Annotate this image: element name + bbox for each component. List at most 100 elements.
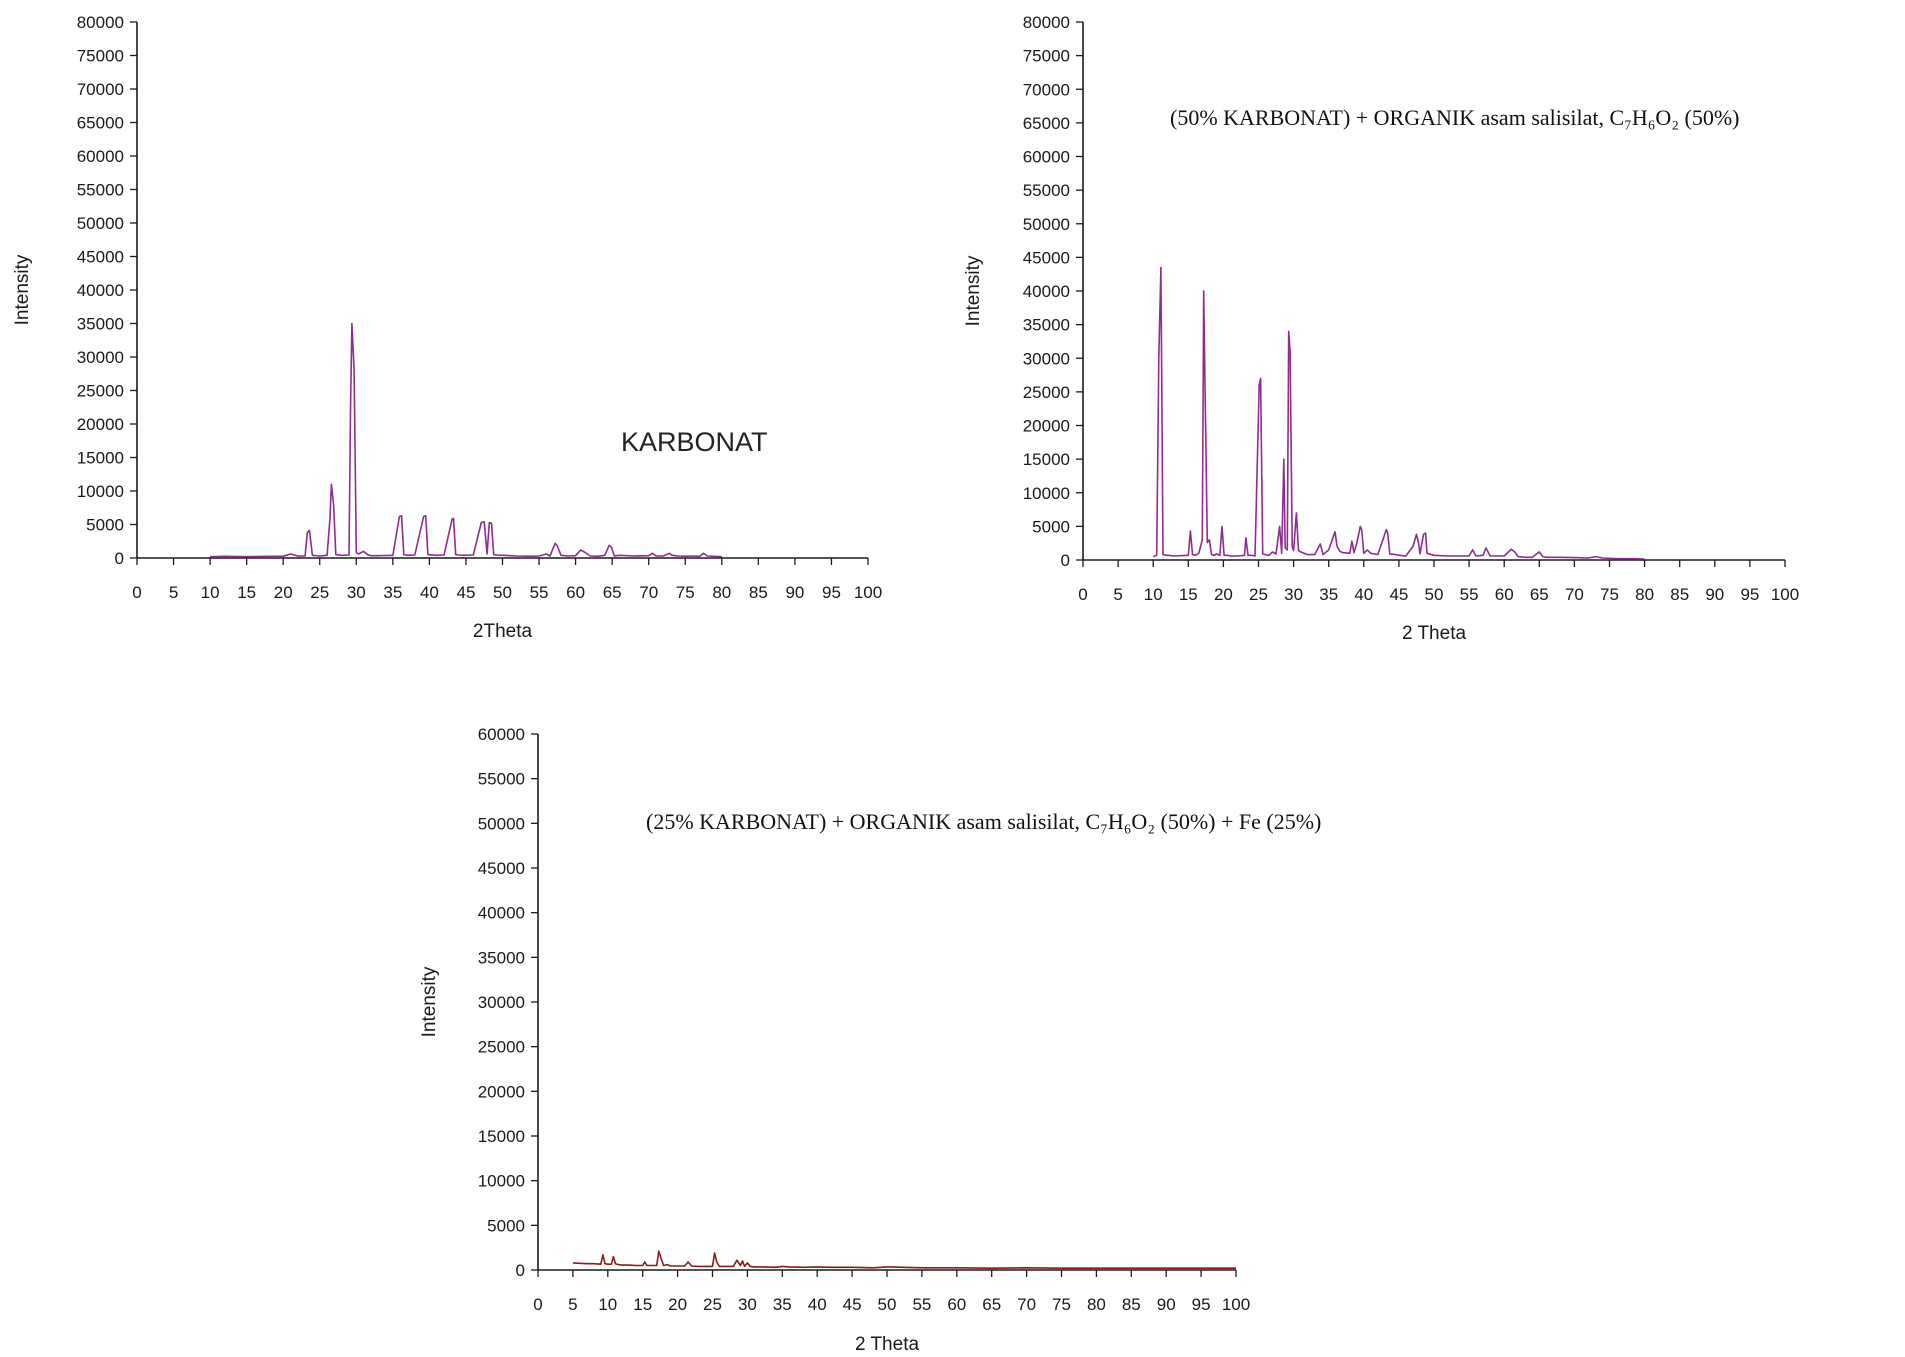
series-line — [1152, 266, 1645, 560]
x-tick-label: 35 — [1319, 585, 1338, 604]
x-tick-label: 70 — [1017, 1295, 1036, 1314]
y-tick-label: 80000 — [1023, 13, 1070, 32]
chart-3: 0 5000 10000 15000 20000 25000 30000 35000 40000… — [419, 725, 1321, 1355]
x-tick-label: 20 — [668, 1295, 687, 1314]
x-tick-label: 30 — [1284, 585, 1303, 604]
y-tick-label: 25000 — [77, 382, 124, 401]
y-tick-label: 0 — [1061, 551, 1070, 570]
x-tick-label: 25 — [310, 583, 329, 602]
y-tick-label: 70000 — [1023, 80, 1070, 99]
x-tick-label: 55 — [530, 583, 549, 602]
y-tick-label: 10000 — [478, 1172, 525, 1191]
y-tick-label: 15000 — [77, 449, 124, 468]
y-tick-label: 55000 — [1023, 181, 1070, 200]
x-tick-label: 15 — [633, 1295, 652, 1314]
x-axis-title: 2 Theta — [855, 1334, 920, 1355]
y-tick-label: 65000 — [77, 114, 124, 133]
y-tick-label: 10000 — [1023, 484, 1070, 503]
x-tick-label: 85 — [1670, 585, 1689, 604]
y-tick-label: 45000 — [478, 859, 525, 878]
x-tick-label: 35 — [773, 1295, 792, 1314]
chart-annotation: KARBONAT — [621, 427, 768, 457]
x-tick-label: 10 — [201, 583, 220, 602]
y-tick-label: 20000 — [77, 415, 124, 434]
x-tick-label: 45 — [456, 583, 475, 602]
x-tick-label: 50 — [1425, 585, 1444, 604]
y-tick-label: 45000 — [1023, 248, 1070, 267]
x-tick-label: 65 — [982, 1295, 1001, 1314]
y-tick-label: 5000 — [487, 1216, 525, 1235]
y-tick-label: 20000 — [1023, 417, 1070, 436]
x-tick-label: 60 — [566, 583, 585, 602]
x-tick-label: 60 — [947, 1295, 966, 1314]
y-tick-label: 35000 — [77, 315, 124, 334]
x-tick-label: 5 — [1113, 585, 1122, 604]
x-tick-label: 0 — [533, 1295, 542, 1314]
x-tick-label: 65 — [603, 583, 622, 602]
x-tick-label: 35 — [383, 583, 402, 602]
y-axis-title: Intensity — [419, 966, 440, 1037]
y-tick-label: 50000 — [1023, 215, 1070, 234]
y-tick-label: 0 — [115, 549, 124, 568]
x-tick-label: 70 — [1565, 585, 1584, 604]
y-tick-label: 5000 — [86, 516, 124, 535]
x-tick-label: 40 — [420, 583, 439, 602]
x-tick-label: 100 — [1222, 1295, 1250, 1314]
x-tick-label: 80 — [1635, 585, 1654, 604]
y-tick-label: 30000 — [77, 348, 124, 367]
y-tick-label: 50000 — [77, 214, 124, 233]
x-tick-label: 45 — [1389, 585, 1408, 604]
y-tick-label: 55000 — [77, 181, 124, 200]
x-tick-label: 20 — [274, 583, 293, 602]
y-tick-label: 50000 — [478, 814, 525, 833]
y-tick-label: 30000 — [1023, 349, 1070, 368]
x-axis-title: 2 Theta — [1402, 623, 1467, 644]
x-tick-label: 40 — [808, 1295, 827, 1314]
y-tick-label: 55000 — [478, 770, 525, 789]
series-line — [210, 322, 722, 558]
x-tick-label: 65 — [1530, 585, 1549, 604]
x-tick-label: 75 — [1052, 1295, 1071, 1314]
x-tick-label: 95 — [822, 583, 841, 602]
x-tick-label: 70 — [639, 583, 658, 602]
chart-2: 0 5000 10000 15000 20000 25000 30000 35000 40000… — [963, 13, 1799, 644]
y-tick-label: 75000 — [77, 47, 124, 66]
y-tick-label: 15000 — [1023, 450, 1070, 469]
x-tick-label: 50 — [878, 1295, 897, 1314]
x-tick-label: 30 — [347, 583, 366, 602]
x-tick-label: 55 — [1460, 585, 1479, 604]
y-tick-label: 25000 — [1023, 383, 1070, 402]
y-tick-label: 35000 — [1023, 316, 1070, 335]
y-tick-label: 35000 — [478, 948, 525, 967]
x-tick-label: 25 — [1249, 585, 1268, 604]
x-tick-label: 10 — [598, 1295, 617, 1314]
y-tick-label: 25000 — [478, 1038, 525, 1057]
x-tick-label: 30 — [738, 1295, 757, 1314]
x-tick-label: 80 — [1087, 1295, 1106, 1314]
x-tick-label: 100 — [1771, 585, 1799, 604]
x-tick-label: 0 — [132, 583, 141, 602]
y-tick-label: 40000 — [77, 281, 124, 300]
x-tick-label: 15 — [237, 583, 256, 602]
x-tick-label: 80 — [712, 583, 731, 602]
x-tick-label: 85 — [749, 583, 768, 602]
y-tick-label: 15000 — [478, 1127, 525, 1146]
series-line — [572, 1250, 1236, 1269]
x-tick-label: 100 — [854, 583, 882, 602]
x-tick-label: 95 — [1192, 1295, 1211, 1314]
y-axis-title: Intensity — [963, 255, 984, 326]
x-tick-label: 95 — [1740, 585, 1759, 604]
y-tick-label: 80000 — [77, 13, 124, 32]
x-tick-label: 0 — [1078, 585, 1087, 604]
chart-1: 0 5000 10000 15000 20000 25000 30000 35000 40000… — [12, 13, 882, 642]
x-tick-label: 25 — [703, 1295, 722, 1314]
x-tick-label: 40 — [1354, 585, 1373, 604]
y-tick-label: 30000 — [478, 993, 525, 1012]
x-tick-label: 45 — [843, 1295, 862, 1314]
y-tick-label: 40000 — [478, 904, 525, 923]
y-axis-title: Intensity — [12, 254, 33, 325]
x-tick-label: 85 — [1122, 1295, 1141, 1314]
x-tick-label: 15 — [1179, 585, 1198, 604]
y-tick-label: 40000 — [1023, 282, 1070, 301]
